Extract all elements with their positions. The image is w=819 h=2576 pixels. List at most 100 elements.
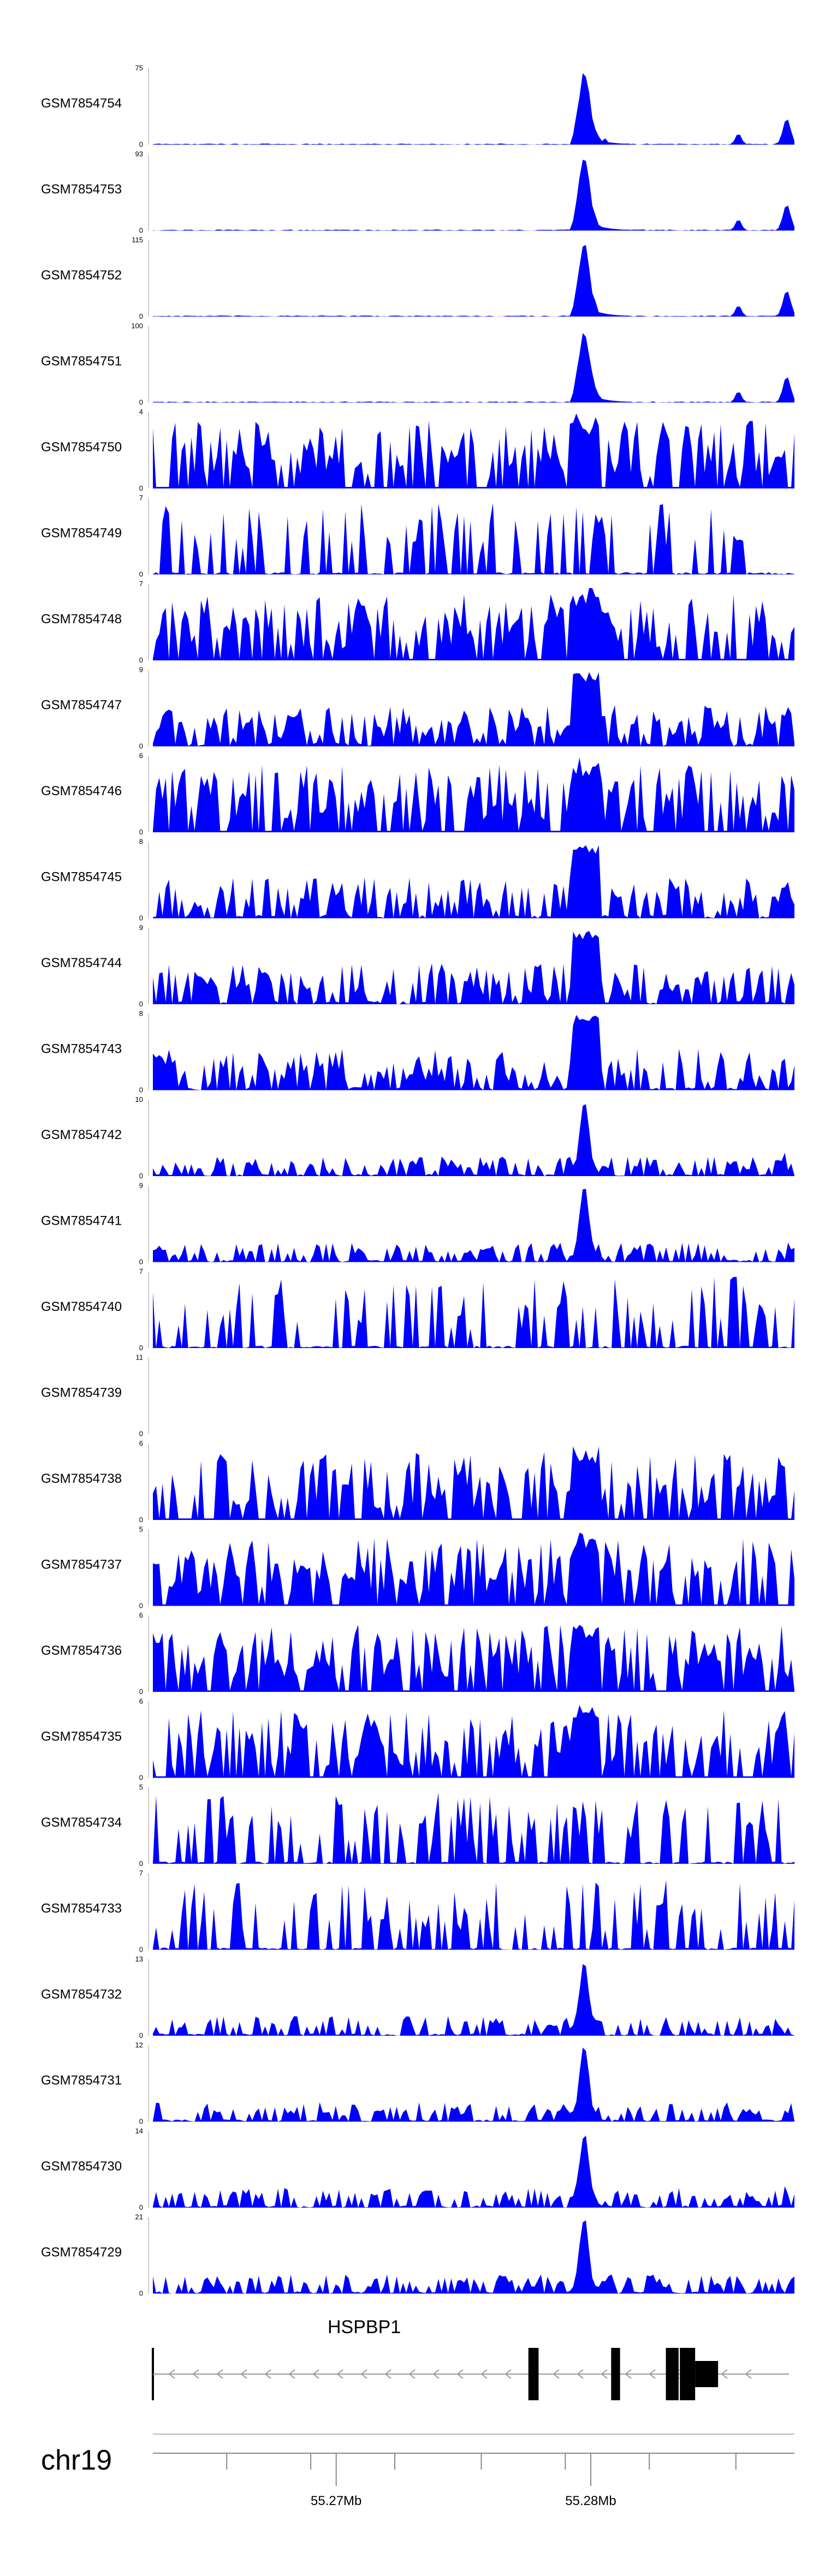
- gene-exons: [528, 2348, 719, 2400]
- gene-exon: [666, 2348, 679, 2400]
- y-max-label: 7: [139, 1267, 143, 1275]
- chromosome-label: chr19: [41, 2444, 112, 2476]
- y-min-label: 0: [139, 2118, 143, 2126]
- gene-annotation: HSPBP1: [152, 2317, 789, 2400]
- y-min-label: 0: [139, 656, 143, 664]
- y-min-label: 0: [139, 1000, 143, 1008]
- y-min-label: 0: [139, 140, 143, 148]
- track-GSM7854732: GSM7854732 13 0: [41, 1955, 794, 2040]
- gene-name-label: HSPBP1: [328, 2317, 401, 2338]
- y-min-label: 0: [139, 1516, 143, 1524]
- y-max-label: 11: [136, 1353, 144, 1362]
- y-max-label: 9: [139, 923, 143, 932]
- coverage-area: [153, 245, 794, 317]
- coverage-tracks: GSM7854754750GSM7854753930GSM78547521150…: [41, 64, 794, 2298]
- strand-arrow: [264, 2369, 271, 2379]
- strand-arrow: [480, 2369, 488, 2379]
- track-label: GSM7854737: [41, 1558, 122, 1572]
- strand-arrow: [336, 2369, 343, 2379]
- gene-exon: [695, 2361, 719, 2387]
- y-min-label: 0: [139, 484, 143, 492]
- y-min-label: 0: [139, 1774, 143, 1782]
- y-max-label: 93: [135, 150, 143, 158]
- y-min-label: 0: [139, 1344, 143, 1352]
- strand-arrow: [288, 2369, 295, 2379]
- y-max-label: 6: [139, 1611, 143, 1619]
- strand-arrow: [721, 2369, 728, 2379]
- y-max-label: 21: [135, 2213, 143, 2221]
- strand-arrow: [384, 2369, 391, 2379]
- track-GSM7854746: GSM7854746 6 0: [41, 752, 794, 836]
- track-GSM7854734: GSM7854734 5 0: [41, 1783, 794, 1868]
- track-label: GSM7854745: [41, 870, 122, 885]
- y-max-label: 5: [139, 1525, 143, 1534]
- track-GSM7854744: GSM7854744 9 0: [41, 923, 794, 1008]
- track-GSM7854750: GSM7854750 4 0: [41, 408, 794, 492]
- track-label: GSM7854753: [41, 182, 122, 197]
- y-max-label: 75: [135, 64, 143, 72]
- track-GSM7854752: GSM7854752 115 0: [41, 236, 794, 320]
- y-min-label: 0: [139, 828, 143, 836]
- strand-arrow: [553, 2369, 560, 2379]
- coverage-area: [153, 413, 794, 488]
- y-max-label: 9: [139, 1182, 143, 1190]
- y-max-label: 7: [139, 1869, 143, 1877]
- coverage-area: [153, 1705, 794, 1778]
- track-GSM7854742: GSM7854742 10 0: [41, 1095, 794, 1180]
- track-label: GSM7854750: [41, 440, 122, 455]
- strand-arrow: [625, 2369, 632, 2379]
- y-max-label: 7: [139, 494, 143, 502]
- strand-arrow: [745, 2369, 752, 2379]
- y-max-label: 9: [139, 666, 143, 674]
- track-label: GSM7854729: [41, 2245, 122, 2260]
- strand-arrow: [432, 2369, 440, 2379]
- coverage-area: [153, 1015, 794, 1090]
- y-max-label: 4: [139, 408, 143, 416]
- track-GSM7854733: GSM7854733 7 0: [41, 1869, 794, 1954]
- track-label: GSM7854746: [41, 784, 122, 798]
- strand-arrow: [505, 2369, 512, 2379]
- track-label: GSM7854730: [41, 2159, 122, 2174]
- strand-arrow: [216, 2369, 223, 2379]
- y-min-label: 0: [139, 1602, 143, 1610]
- track-label: GSM7854752: [41, 268, 122, 283]
- track-GSM7854738: GSM7854738 6 0: [41, 1439, 794, 1524]
- axis-ticks: 55.27Mb 55.28Mb: [226, 2453, 737, 2508]
- strand-arrow: [168, 2369, 175, 2379]
- strand-arrow: [456, 2369, 464, 2379]
- coverage-area: [153, 1189, 794, 1262]
- coverage-area: [153, 503, 794, 575]
- y-max-label: 115: [132, 236, 143, 244]
- gene-exon: [680, 2348, 696, 2400]
- y-max-label: 12: [135, 2041, 143, 2049]
- y-min-label: 0: [139, 2289, 143, 2298]
- coverage-area: [153, 1625, 794, 1692]
- y-min-label: 0: [139, 742, 143, 750]
- y-min-label: 0: [139, 1258, 143, 1266]
- track-label: GSM7854734: [41, 1815, 122, 1830]
- y-min-label: 0: [139, 398, 143, 407]
- coverage-area: [153, 758, 794, 832]
- y-min-label: 0: [139, 1946, 143, 1954]
- coverage-area: [153, 1792, 794, 1864]
- coverage-area: [153, 1533, 794, 1606]
- gene-exon: [611, 2348, 620, 2400]
- coverage-area: [153, 1964, 794, 2036]
- track-GSM7854740: GSM7854740 7 0: [41, 1267, 794, 1352]
- y-max-label: 8: [139, 1010, 143, 1018]
- y-max-label: 6: [139, 752, 143, 760]
- track-label: GSM7854751: [41, 354, 122, 369]
- track-label: GSM7854741: [41, 1214, 122, 1229]
- y-min-label: 0: [139, 914, 143, 922]
- track-GSM7854741: GSM7854741 9 0: [41, 1182, 794, 1266]
- track-GSM7854729: GSM7854729 21 0: [41, 2213, 794, 2298]
- major-tick-label: 55.27Mb: [311, 2494, 361, 2508]
- coverage-area: [153, 2220, 794, 2294]
- track-GSM7854748: GSM7854748 7 0: [41, 580, 794, 664]
- y-min-label: 0: [139, 1687, 143, 1696]
- y-max-label: 14: [135, 2127, 143, 2135]
- coverage-area: [153, 672, 794, 747]
- strand-arrow: [240, 2369, 247, 2379]
- strand-arrow: [601, 2369, 608, 2379]
